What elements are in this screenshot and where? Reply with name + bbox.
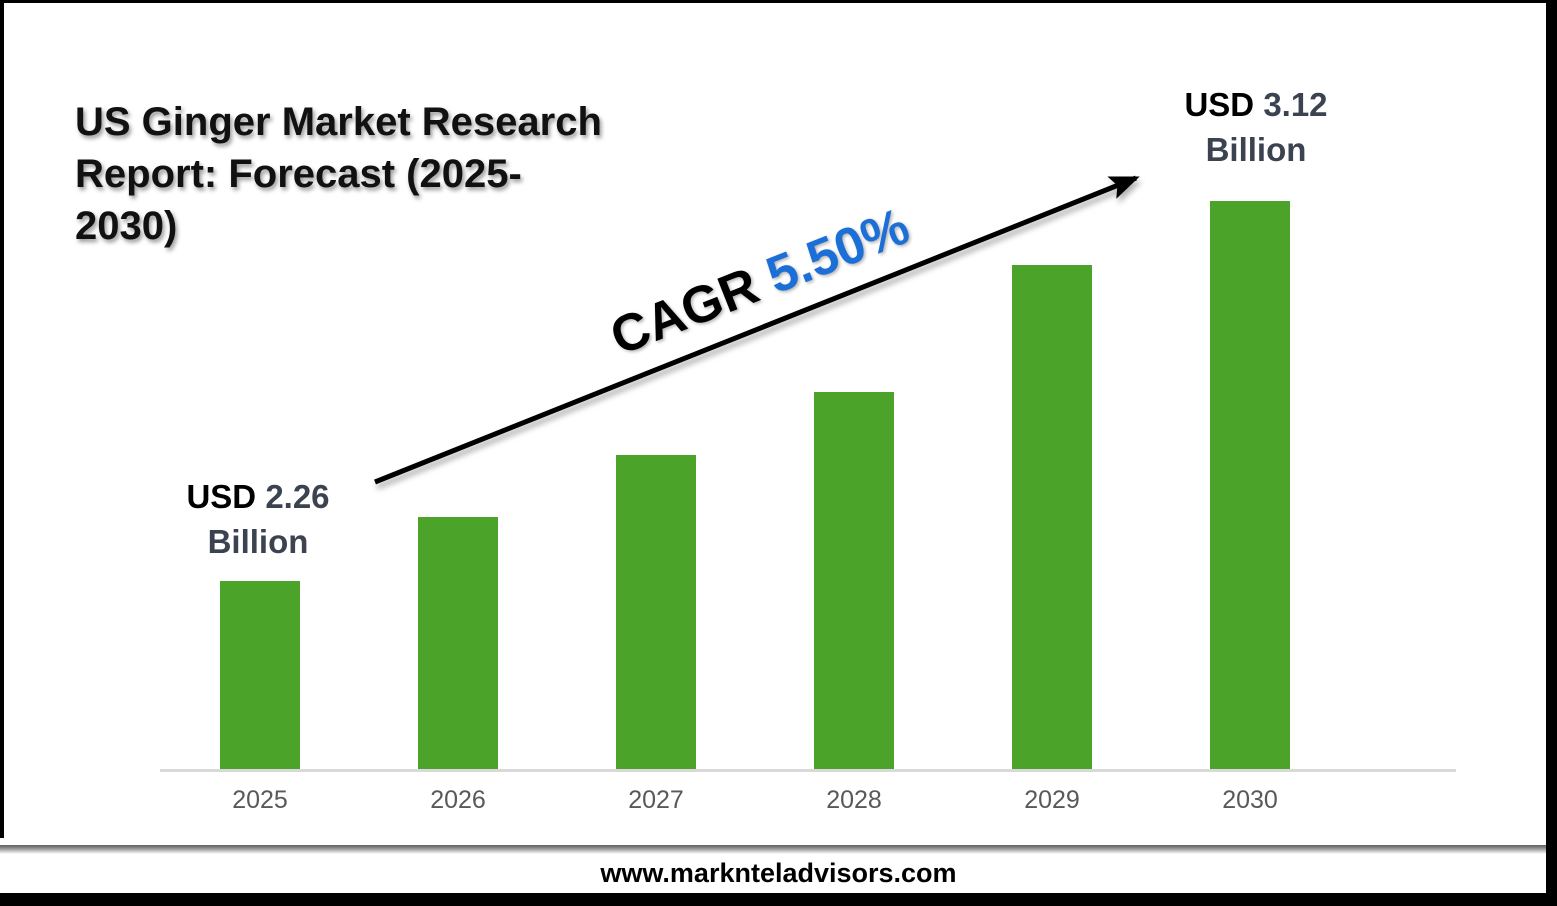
year-label-2028: 2028	[826, 786, 882, 814]
bar-2029	[1012, 265, 1092, 770]
data-label-2030-prefix: USD	[1184, 86, 1255, 123]
bar-2025	[220, 581, 300, 770]
bar-2030	[1210, 201, 1290, 770]
bar-2027	[616, 455, 696, 770]
frame-border-bottom	[0, 893, 1557, 906]
year-label-2030: 2030	[1222, 786, 1278, 814]
year-label-2026: 2026	[430, 786, 486, 814]
data-label-2025: USD 2.26 Billion	[138, 474, 378, 564]
year-label-2025: 2025	[232, 786, 288, 814]
bar-2026	[418, 517, 498, 770]
data-label-2025-prefix: USD	[186, 478, 257, 515]
footer-website-url: www.marknteladvisors.com	[600, 858, 957, 888]
year-label-2027: 2027	[628, 786, 684, 814]
frame-border-left	[0, 0, 4, 838]
footer-divider	[0, 845, 1557, 854]
data-label-2030: USD 3.12 Billion	[1136, 82, 1376, 172]
frame-border-top	[0, 0, 1557, 3]
data-label-2025-amount: 2.26	[265, 478, 330, 515]
bar-2028	[814, 392, 894, 770]
data-label-2030-amount: 3.12	[1263, 86, 1328, 123]
cagr-annotation-label: CAGR	[602, 256, 767, 367]
data-label-2025-unit: Billion	[207, 523, 309, 560]
data-label-2030-unit: Billion	[1205, 131, 1307, 168]
year-label-2029: 2029	[1024, 786, 1080, 814]
chart-title: US Ginger Market Research Report: Foreca…	[75, 96, 645, 252]
chart-title-line2: Report: Forecast (2025-	[75, 152, 522, 196]
frame-border-right	[1546, 0, 1557, 906]
chart-title-line1: US Ginger Market Research	[75, 100, 602, 144]
x-axis-line	[160, 769, 1456, 772]
chart-title-line3: 2030)	[75, 204, 178, 248]
cagr-annotation-value: 5.50%	[758, 197, 918, 306]
